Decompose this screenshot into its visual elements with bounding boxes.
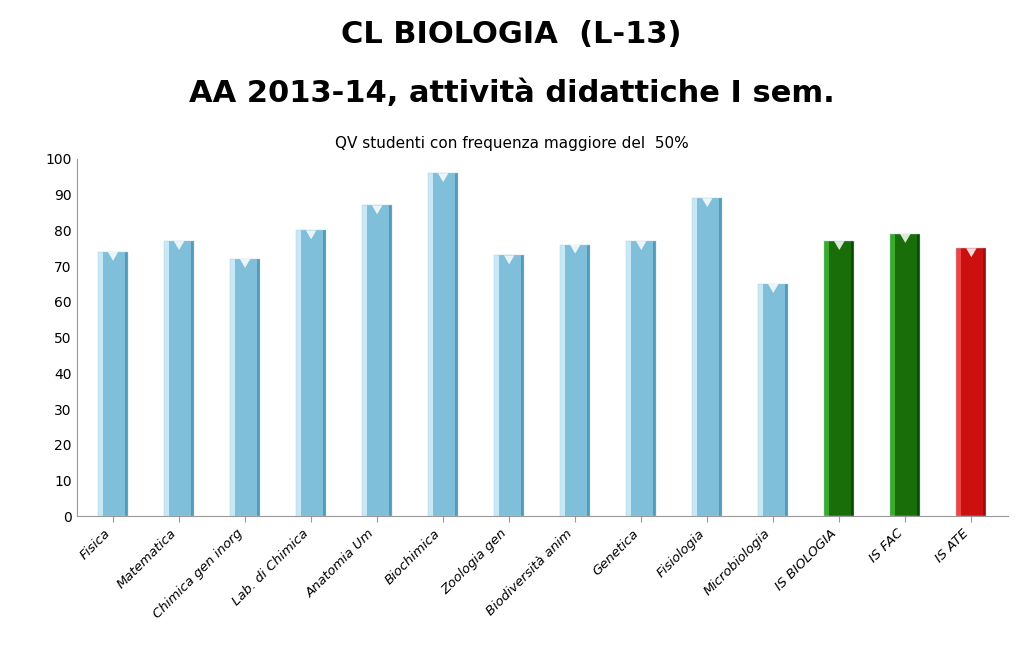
- Polygon shape: [366, 205, 390, 516]
- Polygon shape: [191, 241, 194, 516]
- Polygon shape: [786, 284, 788, 516]
- Polygon shape: [306, 230, 316, 239]
- Polygon shape: [429, 173, 433, 516]
- Polygon shape: [433, 173, 456, 516]
- Polygon shape: [565, 245, 588, 516]
- Polygon shape: [234, 259, 258, 516]
- Text: CL BIOLOGIA  (L-13): CL BIOLOGIA (L-13): [342, 20, 681, 49]
- Polygon shape: [521, 256, 524, 516]
- Polygon shape: [174, 241, 184, 250]
- Polygon shape: [169, 241, 191, 516]
- Polygon shape: [851, 241, 854, 516]
- Polygon shape: [107, 252, 119, 261]
- Polygon shape: [102, 252, 126, 516]
- Polygon shape: [636, 241, 647, 250]
- Polygon shape: [702, 198, 712, 207]
- Polygon shape: [561, 245, 565, 516]
- Polygon shape: [626, 241, 631, 516]
- Polygon shape: [372, 205, 383, 214]
- Polygon shape: [257, 259, 260, 516]
- Polygon shape: [494, 256, 499, 516]
- Polygon shape: [829, 241, 852, 516]
- Polygon shape: [825, 241, 829, 516]
- Polygon shape: [719, 198, 722, 516]
- Polygon shape: [499, 256, 522, 516]
- Polygon shape: [239, 259, 251, 268]
- Polygon shape: [362, 205, 366, 516]
- Polygon shape: [763, 284, 786, 516]
- Polygon shape: [230, 259, 234, 516]
- Polygon shape: [900, 234, 910, 243]
- Polygon shape: [301, 230, 323, 516]
- Text: AA 2013-14, attività didattiche I sem.: AA 2013-14, attività didattiche I sem.: [188, 79, 835, 109]
- Polygon shape: [587, 245, 590, 516]
- Polygon shape: [570, 245, 580, 254]
- Polygon shape: [834, 241, 845, 250]
- Polygon shape: [125, 252, 128, 516]
- Polygon shape: [768, 284, 779, 293]
- Polygon shape: [697, 198, 720, 516]
- Polygon shape: [455, 173, 458, 516]
- Polygon shape: [890, 234, 895, 516]
- Polygon shape: [966, 248, 977, 258]
- Polygon shape: [504, 256, 515, 264]
- Polygon shape: [389, 205, 392, 516]
- Polygon shape: [631, 241, 654, 516]
- Polygon shape: [438, 173, 448, 182]
- Polygon shape: [983, 248, 986, 516]
- Polygon shape: [323, 230, 326, 516]
- Polygon shape: [297, 230, 301, 516]
- Polygon shape: [98, 252, 102, 516]
- Polygon shape: [918, 234, 920, 516]
- Polygon shape: [961, 248, 984, 516]
- Polygon shape: [653, 241, 656, 516]
- Text: QV studenti con frequenza maggiore del  50%: QV studenti con frequenza maggiore del 5…: [335, 136, 688, 151]
- Polygon shape: [957, 248, 961, 516]
- Polygon shape: [165, 241, 169, 516]
- Polygon shape: [895, 234, 918, 516]
- Polygon shape: [758, 284, 763, 516]
- Polygon shape: [693, 198, 697, 516]
